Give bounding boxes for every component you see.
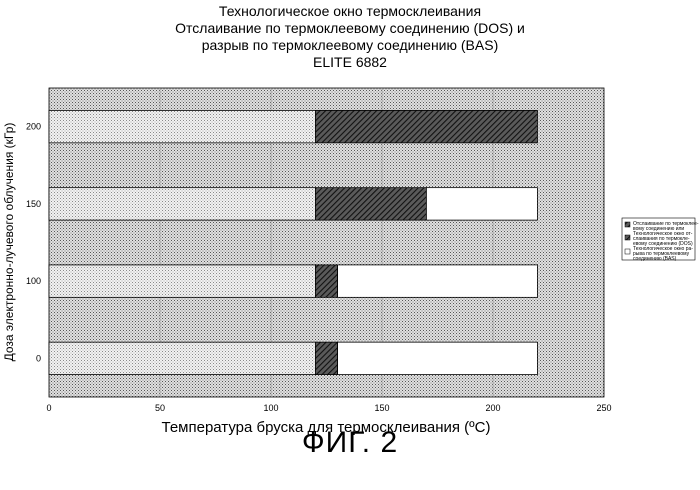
bar-segment [49, 342, 315, 374]
bar-segment [315, 265, 337, 297]
bar-segment [315, 110, 537, 142]
legend-swatch-hatched-outline [625, 222, 630, 227]
y-axis-label: Доза электронно-лучевого облучения (кГр) [2, 123, 16, 362]
y-tick-label: 150 [26, 199, 41, 209]
x-tick-label: 200 [485, 403, 500, 413]
x-tick-label: 150 [374, 403, 389, 413]
y-tick-label: 100 [26, 276, 41, 286]
legend-swatch-hatched [625, 235, 630, 240]
bar-segment [49, 110, 315, 142]
x-tick-label: 100 [263, 403, 278, 413]
x-axis-ticks: 0 50 100 150 200 250 [46, 403, 611, 413]
bar-segment [49, 265, 315, 297]
bar-segment [338, 265, 538, 297]
bar-segment [315, 188, 426, 220]
figure-label: ФИГ. 2 [0, 426, 700, 460]
x-tick-label: 250 [596, 403, 611, 413]
y-tick-label: 200 [26, 122, 41, 132]
legend-item-2-line-3: соединению (BAS) [633, 256, 677, 262]
bar-segment [426, 188, 537, 220]
x-tick-label: 0 [46, 403, 51, 413]
x-tick-label: 50 [155, 403, 165, 413]
legend: Отслаивание по термоклее- вому соединени… [622, 218, 699, 262]
y-axis-ticks: 0 100 150 200 [26, 122, 41, 364]
legend-swatch-white [625, 249, 630, 254]
bar-segment [338, 342, 538, 374]
y-tick-label: 0 [36, 353, 41, 363]
bar-segment [315, 342, 337, 374]
bar-segment [49, 188, 315, 220]
